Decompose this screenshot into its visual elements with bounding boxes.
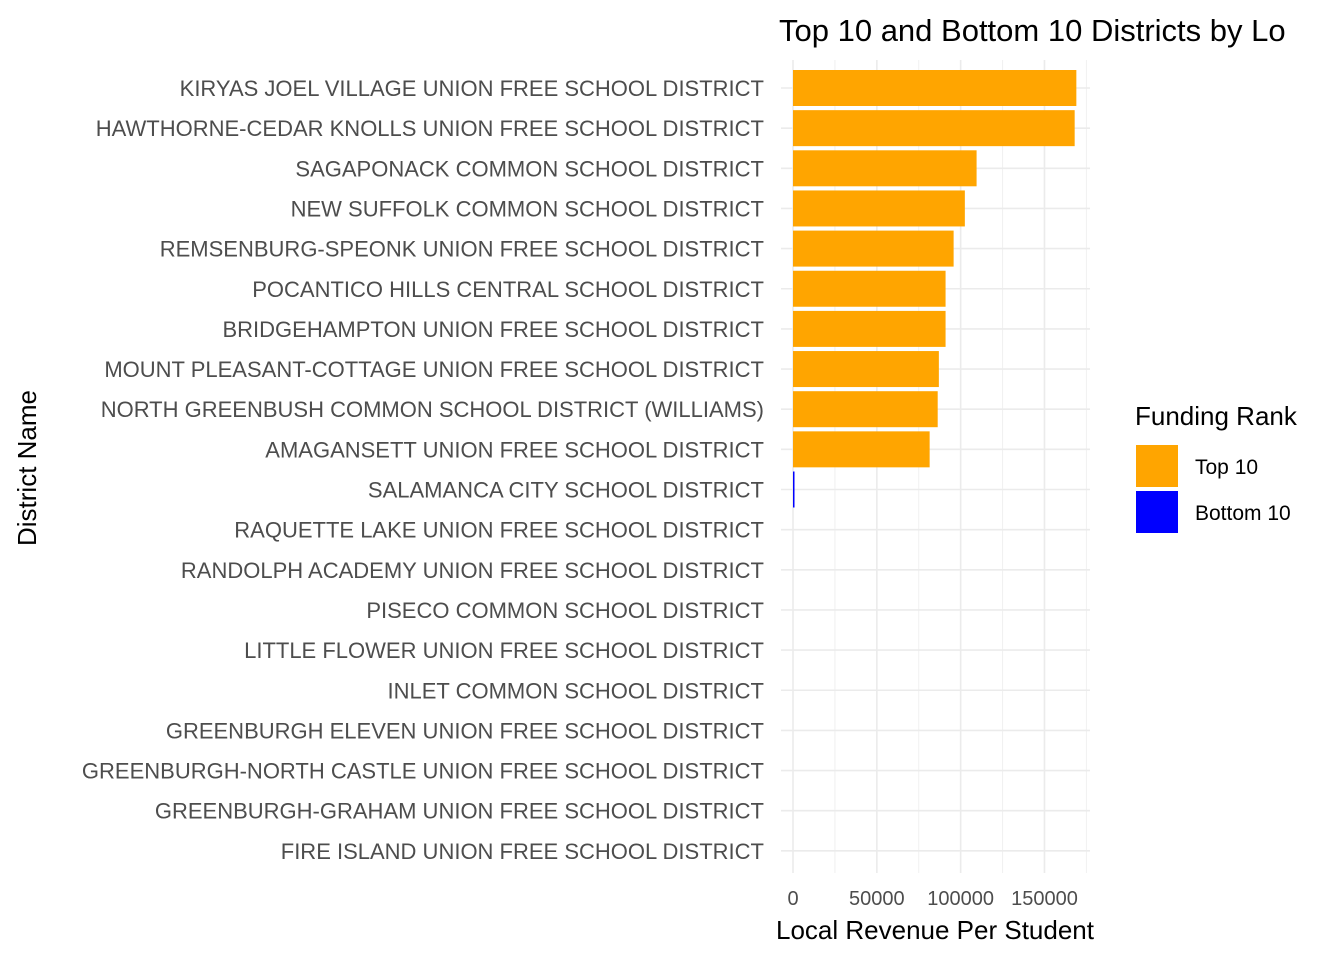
bar — [793, 110, 1075, 147]
bar — [793, 351, 939, 388]
bar — [793, 150, 977, 187]
bar — [793, 230, 954, 267]
legend-label: Top 10 — [1195, 456, 1258, 479]
bars — [793, 70, 1077, 508]
y-tick-labels: KIRYAS JOEL VILLAGE UNION FREE SCHOOL DI… — [82, 76, 764, 864]
bar — [793, 391, 938, 428]
y-tick-label: LITTLE FLOWER UNION FREE SCHOOL DISTRICT — [244, 638, 764, 663]
y-tick-label: SALAMANCA CITY SCHOOL DISTRICT — [368, 478, 764, 503]
legend-swatch — [1136, 491, 1178, 533]
legend: Funding Rank Top 10 Bottom 10 — [1135, 401, 1298, 533]
y-tick-label: INLET COMMON SCHOOL DISTRICT — [388, 678, 764, 703]
x-tick-label: 50000 — [849, 888, 905, 910]
y-tick-label: AMAGANSETT UNION FREE SCHOOL DISTRICT — [265, 437, 764, 462]
y-tick-label: NORTH GREENBUSH COMMON SCHOOL DISTRICT (… — [101, 397, 764, 422]
y-tick-label: GREENBURGH-NORTH CASTLE UNION FREE SCHOO… — [82, 759, 764, 784]
chart-title: Top 10 and Bottom 10 Districts by Lo — [779, 13, 1286, 48]
y-tick-label: HAWTHORNE-CEDAR KNOLLS UNION FREE SCHOOL… — [96, 116, 764, 141]
bar — [793, 310, 946, 347]
y-tick-label: SAGAPONACK COMMON SCHOOL DISTRICT — [295, 156, 764, 181]
y-tick-label: RAQUETTE LAKE UNION FREE SCHOOL DISTRICT — [234, 518, 764, 543]
bar — [793, 190, 965, 227]
bar — [793, 270, 946, 307]
y-tick-label: NEW SUFFOLK COMMON SCHOOL DISTRICT — [291, 196, 764, 221]
y-axis-title: District Name — [12, 390, 42, 546]
bar — [793, 431, 930, 468]
x-axis-title: Local Revenue Per Student — [776, 915, 1095, 945]
y-tick-label: KIRYAS JOEL VILLAGE UNION FREE SCHOOL DI… — [180, 76, 764, 101]
x-tick-label: 0 — [787, 888, 798, 910]
y-tick-label: RANDOLPH ACADEMY UNION FREE SCHOOL DISTR… — [181, 558, 764, 583]
y-tick-label: PISECO COMMON SCHOOL DISTRICT — [366, 598, 764, 623]
legend-label: Bottom 10 — [1195, 502, 1291, 525]
x-tick-label: 100000 — [927, 888, 994, 910]
y-tick-label: GREENBURGH-GRAHAM UNION FREE SCHOOL DIST… — [155, 799, 764, 824]
y-tick-label: POCANTICO HILLS CENTRAL SCHOOL DISTRICT — [252, 277, 764, 302]
y-tick-label: REMSENBURG-SPEONK UNION FREE SCHOOL DIST… — [160, 237, 764, 262]
legend-title: Funding Rank — [1135, 401, 1298, 431]
bar — [793, 70, 1077, 106]
legend-swatch — [1136, 445, 1178, 487]
y-tick-label: MOUNT PLEASANT-COTTAGE UNION FREE SCHOOL… — [104, 357, 764, 382]
y-tick-label: FIRE ISLAND UNION FREE SCHOOL DISTRICT — [281, 839, 764, 864]
y-tick-label: GREENBURGH ELEVEN UNION FREE SCHOOL DIST… — [166, 718, 764, 743]
bar — [793, 471, 795, 508]
x-tick-labels: 0 50000 100000 150000 — [787, 888, 1077, 910]
x-tick-label: 150000 — [1011, 888, 1078, 910]
y-tick-label: BRIDGEHAMPTON UNION FREE SCHOOL DISTRICT — [223, 317, 765, 342]
